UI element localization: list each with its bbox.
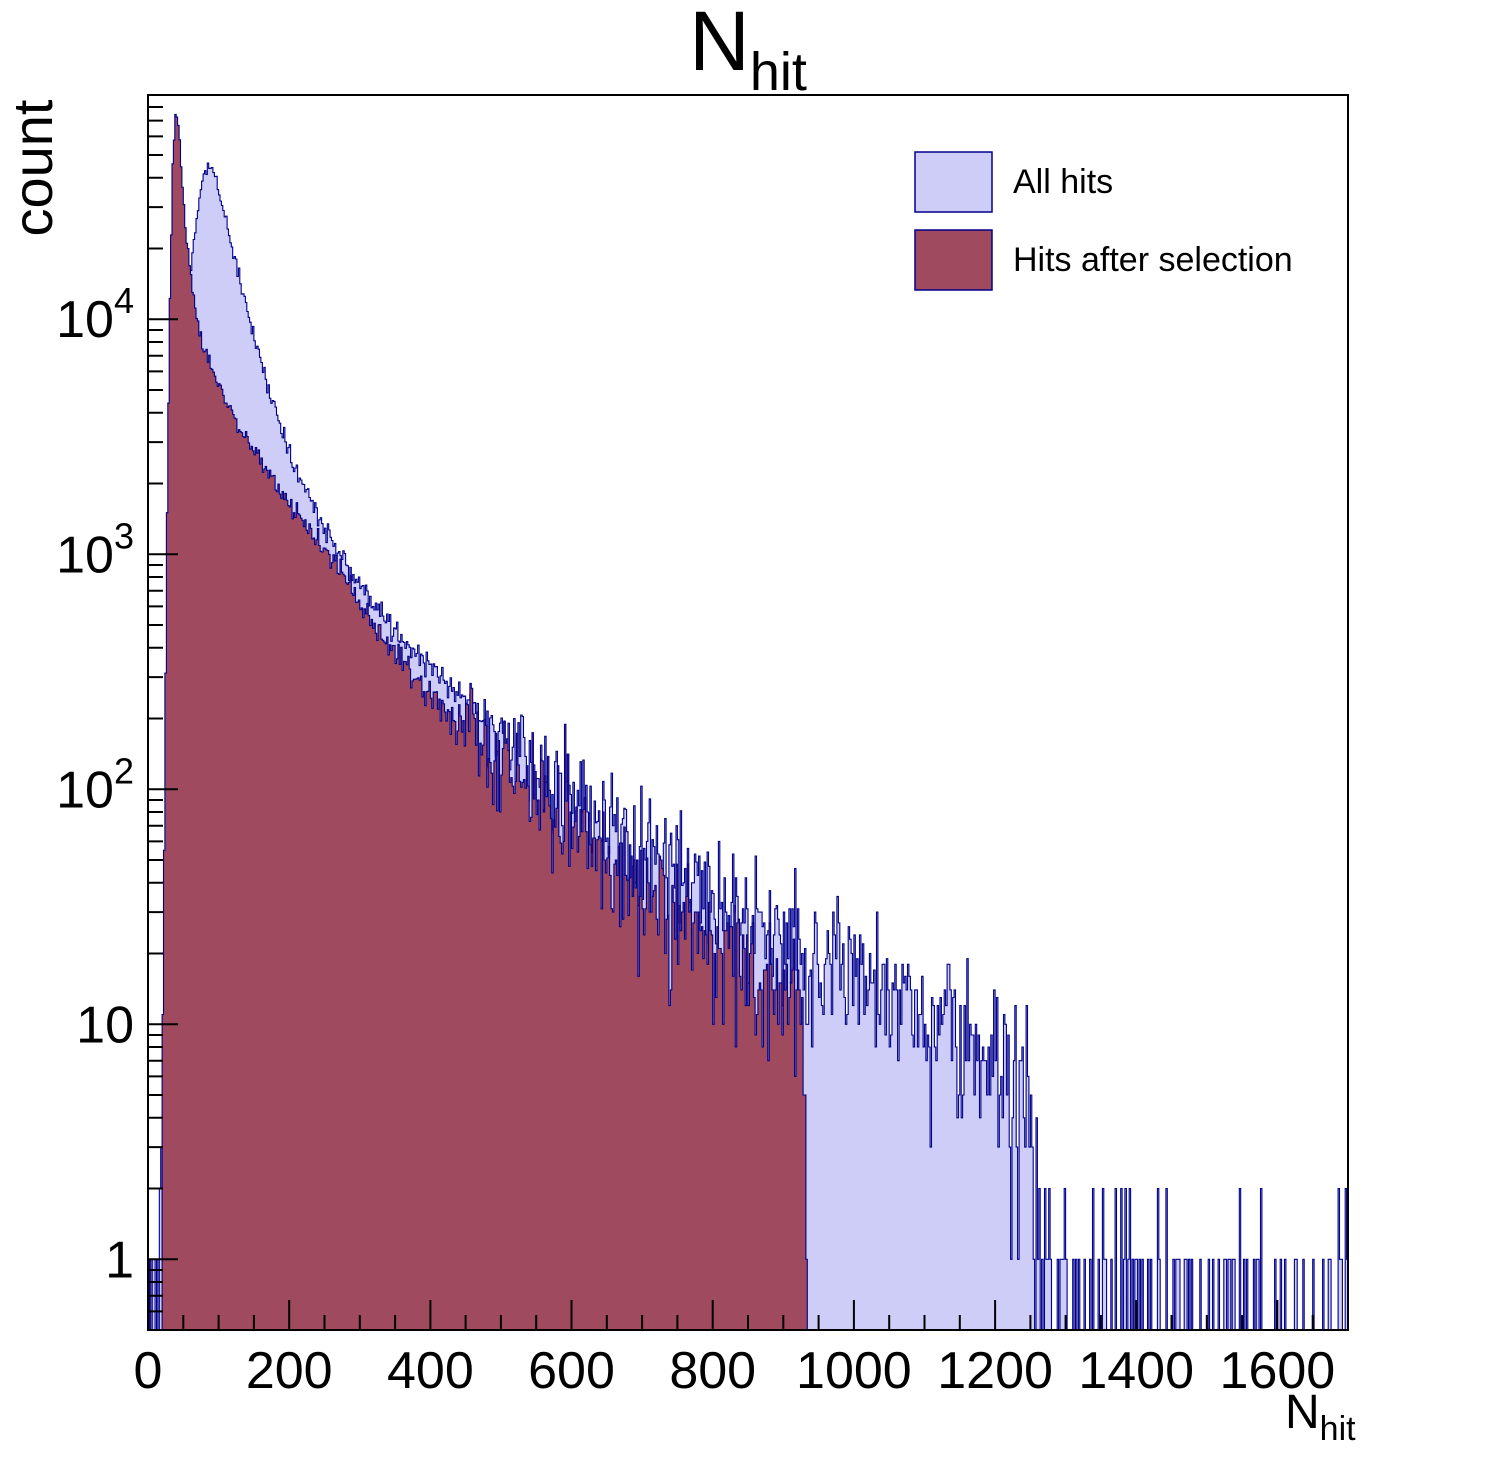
x-axis-tick-labels: 0 200 400 600 800 1000 1200 1400 1600 — [134, 1342, 1336, 1400]
x-axis-label: Nhit — [1285, 1386, 1356, 1448]
legend-swatch-hits-after-selection — [914, 229, 993, 291]
legend-label-all-hits: All hits — [1013, 163, 1113, 201]
y-tick-label: 103 — [56, 515, 134, 584]
y-tick-label: 1 — [105, 1231, 134, 1289]
x-tick-label: 1200 — [937, 1342, 1053, 1400]
y-tick-label: 10 — [76, 996, 134, 1054]
chart-title-subscript: hit — [750, 42, 807, 102]
x-axis-ticks — [147, 1300, 1349, 1330]
legend-label-hits-after-selection: Hits after selection — [1013, 241, 1293, 279]
x-axis-label-subscript: hit — [1320, 1410, 1356, 1448]
plot-area — [148, 113, 1349, 1331]
y-axis-label: count — [1, 99, 64, 236]
histogram-hits-after-selection — [148, 113, 1348, 1331]
x-tick-label: 0 — [134, 1342, 163, 1400]
x-tick-label: 1400 — [1078, 1342, 1194, 1400]
legend: All hits Hits after selection — [914, 151, 1293, 291]
legend-swatch-all-hits — [914, 151, 993, 213]
x-axis-label-main: N — [1285, 1386, 1320, 1439]
chart-title: Nhit — [689, 0, 807, 102]
x-tick-label: 1000 — [796, 1342, 912, 1400]
y-tick-label: 102 — [56, 750, 134, 819]
x-tick-label: 400 — [387, 1342, 474, 1400]
legend-item-hits-after-selection: Hits after selection — [914, 229, 1293, 291]
chart-title-main: N — [689, 0, 750, 88]
x-tick-label: 800 — [669, 1342, 756, 1400]
x-tick-label: 600 — [528, 1342, 615, 1400]
y-tick-label: 104 — [56, 280, 134, 349]
y-axis-ticks — [148, 94, 178, 1331]
x-tick-label: 200 — [246, 1342, 333, 1400]
y-axis-tick-labels: 1 10 102 103 104 — [56, 280, 134, 1289]
x-tick-label: 1600 — [1220, 1342, 1336, 1400]
legend-item-all-hits: All hits — [914, 151, 1113, 213]
